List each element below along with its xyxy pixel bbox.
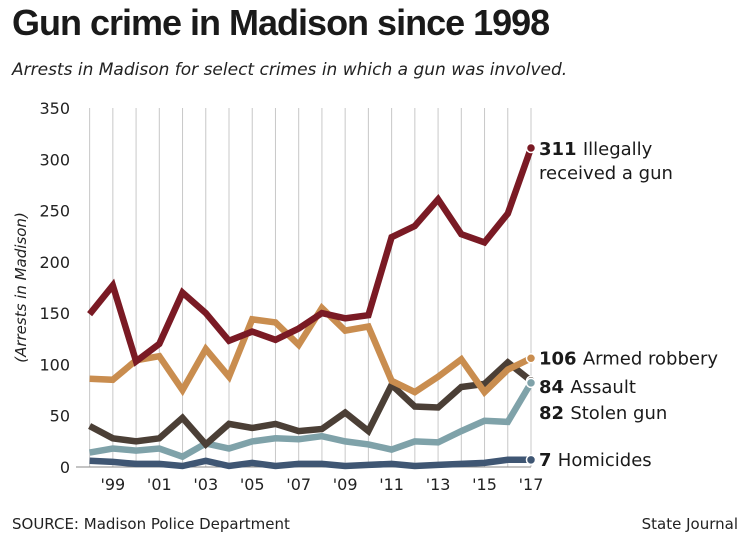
x-tick-label-2003: '03 [193,475,218,494]
x-tick-label-2017: '17 [519,475,544,494]
y-tick-label-150: 150 [39,304,70,323]
series-name-label-2: Assault [570,377,636,398]
series-label-0-0: 311 Illegally [539,139,653,160]
x-tick-label-2013: '13 [426,475,451,494]
series-name-label-0: Illegally [583,139,653,160]
series-line-3 [89,381,534,461]
series-value-label-2: 84 [539,377,570,398]
series-endpoint-0 [525,142,537,154]
series-label-1-0: 106 Armed robbery [539,348,718,369]
series-value-label-0: 311 [539,139,583,160]
x-tick-label-2011: '11 [379,475,404,494]
chart-title: Gun crime in Madison since 1998 [12,2,550,43]
series-line-4 [89,456,531,470]
y-axis-label: (Arrests in Madison) [12,212,30,363]
x-tick-label-2001: '01 [147,475,172,494]
series-line-1 [89,302,533,398]
series-line-2 [88,358,534,449]
series-label-2-0: 84 Assault [539,377,636,398]
series-endpoint-4 [525,454,537,466]
series-value-label-1: 106 [539,348,583,369]
y-tick-label-250: 250 [39,202,70,221]
series-name-label-4: Homicides [558,450,652,471]
series-endpoint-1 [525,353,537,364]
series-name-label-1: Armed robbery [583,348,718,369]
y-tick-label-300: 300 [39,150,70,169]
series-value-label-3: 82 [539,403,570,424]
x-tick-label-2007: '07 [286,475,311,494]
chart-subtitle: Arrests in Madison for select crimes in … [12,60,568,80]
series-name-label-3: Stolen gun [570,403,667,424]
x-tick-label-2015: '15 [472,475,497,494]
series-label-3-0: 82 Stolen gun [539,403,667,424]
credit-note: State Journal [641,515,738,533]
series-value-label-4: 7 [539,450,558,471]
y-tick-label-100: 100 [39,355,70,374]
series-endpoint-3 [525,377,537,389]
y-tick-label-350: 350 [39,99,70,118]
y-tick-label-200: 200 [39,253,70,272]
y-tick-label-0: 0 [60,458,70,477]
x-tick-label-2005: '05 [240,475,265,494]
source-note: SOURCE: Madison Police Department [12,515,290,533]
series-line-0 [87,146,535,367]
series-label-4-0: 7 Homicides [539,450,652,471]
series-label-0-1: received a gun [539,163,673,184]
y-tick-label-50: 50 [50,407,70,426]
x-tick-label-1999: '99 [100,475,125,494]
x-tick-label-2009: '09 [333,475,358,494]
